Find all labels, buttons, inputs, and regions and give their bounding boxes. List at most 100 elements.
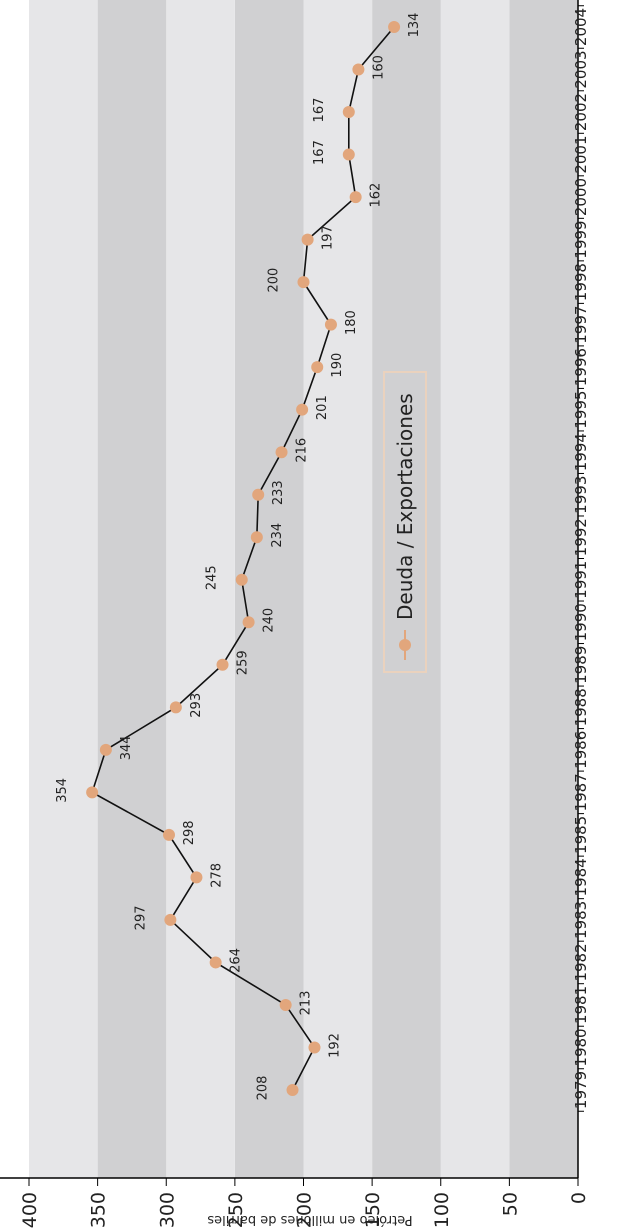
data-point [297,276,310,289]
data-point [311,361,324,374]
data-label: 233 [271,480,286,505]
data-label: 293 [189,693,204,718]
x-tick-group: 1986 [572,731,590,769]
data-label-group: 344 [119,735,134,760]
data-label-group: 208 [256,1076,271,1101]
grid-band [440,0,510,1178]
x-tick-label: 2004 [572,8,590,46]
series-line-group [86,21,401,1096]
y-tick-group: 200 [294,1192,316,1228]
x-tick-group: 1994 [572,433,590,471]
data-label-group: 216 [295,438,310,463]
data-label: 192 [327,1033,342,1058]
legend-swatch-marker [399,639,411,651]
y-tick-label: 250 [225,1192,247,1228]
data-label-group: 192 [327,1033,342,1058]
x-tick-label: 1995 [572,391,590,429]
data-label: 297 [133,906,148,931]
data-label: 160 [371,55,386,80]
y-tick-label: 100 [431,1192,453,1228]
data-point [250,531,263,544]
data-label-group: 201 [315,395,330,420]
data-point [169,701,182,714]
data-label: 134 [407,13,422,38]
data-label: 180 [344,310,359,335]
x-tick-group: 2001 [572,135,590,173]
x-tick-label: 1990 [572,603,590,641]
legend-label: Deuda / Exportaciones [393,393,417,620]
grid-band [234,0,304,1178]
x-tick-label: 1985 [572,816,590,854]
y-tick-label: 300 [156,1192,178,1228]
x-tick-label: 1982 [572,943,590,981]
grid-band [303,0,373,1178]
x-tick-label: 1986 [572,731,590,769]
data-label: 213 [299,991,314,1016]
grid-band [166,0,235,1178]
x-tick-label: 1988 [572,688,590,726]
data-label-group: 134 [407,13,422,38]
legend: Deuda / Exportaciones [383,371,427,673]
data-label: 162 [369,183,384,208]
x-tick-group: 2002 [572,93,590,131]
data-label-group: 167 [312,98,327,123]
y-tick-group: 400 [19,1192,41,1228]
x-tick-group: 1996 [572,348,590,386]
x-tick-group: 1983 [572,901,590,939]
x-tick-label: 1991 [572,561,590,599]
x-tick-group: 1985 [572,816,590,854]
data-label-group: 167 [312,140,327,165]
data-label: 245 [205,565,220,590]
x-tick-group: 1988 [572,688,590,726]
data-label-group: 278 [209,863,224,888]
data-label: 298 [182,820,197,845]
x-tick-group: 1991 [572,561,590,599]
x-tick-label: 1981 [572,986,590,1024]
x-tick-group: 1984 [572,858,590,896]
data-point [388,21,401,33]
y-tick-group: 300 [156,1192,178,1228]
data-point [209,956,222,969]
y-tick-group: 350 [88,1192,110,1228]
data-label-group: 259 [236,650,251,675]
data-point [301,233,314,246]
data-point [275,446,288,459]
data-label: 167 [312,140,327,165]
x-tick-label: 1998 [572,263,590,301]
data-point [190,871,203,884]
data-point [342,106,355,119]
x-tick-group: 1998 [572,263,590,301]
x-axis-ticks: 1979 1980 1981 1982 1983 1984 1985 1987 1986 1988… [572,5,590,1112]
x-tick-group: 1981 [572,986,590,1024]
x-tick-label: 1999 [572,221,590,259]
x-tick-label: 1996 [572,348,590,386]
data-label: 200 [267,268,282,293]
data-label: 264 [229,948,244,973]
y-tick-label: 200 [294,1192,316,1228]
x-tick-group: 1989 [572,646,590,684]
grid-band [29,0,98,1178]
legend-box [383,371,427,673]
x-tick-label: 1994 [572,433,590,471]
y-tick-group: 250 [225,1192,247,1228]
data-point [86,786,99,799]
data-labels: 208 192 213 264 297 278 298 354 344 293 259 240 245 2… [55,13,422,1101]
data-label: 240 [262,608,277,633]
x-tick-label: 1989 [572,646,590,684]
data-label: 344 [119,735,134,760]
x-tick-group: 1995 [572,391,590,429]
x-tick-label: 1983 [572,901,590,939]
y-tick-label: 0 [568,1192,590,1204]
data-label-group: 197 [321,225,336,250]
y-tick-group: 100 [431,1192,453,1228]
x-tick-group: 1997 [572,306,590,344]
data-point [216,658,229,671]
x-tick-group: 1980 [572,1028,590,1066]
data-label-group: 200 [267,268,282,293]
data-label-group: 297 [133,906,148,931]
y-tick-label: 150 [362,1192,384,1228]
data-label: 197 [321,225,336,250]
y-axis-ticks: 0 50 100 150 200 250 300 350 400 [19,1178,590,1228]
data-label-group: 298 [182,820,197,845]
data-label: 234 [270,523,285,548]
